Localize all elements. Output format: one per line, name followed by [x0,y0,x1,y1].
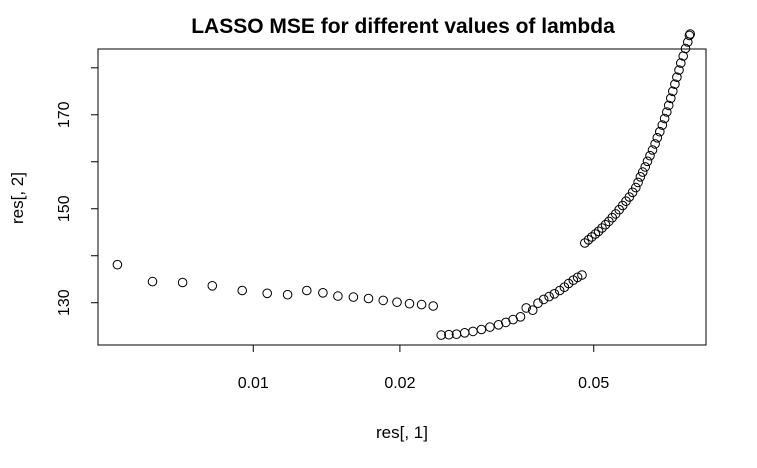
data-point [521,303,532,313]
data-point [493,320,504,330]
data-point [348,292,359,302]
data-point [262,288,273,299]
data-point [177,277,188,288]
data-point [538,294,549,305]
data-point [652,133,663,143]
data-point [685,29,696,39]
data-point [642,156,653,167]
data-point [563,278,574,289]
data-point [647,145,658,155]
data-point [680,43,691,54]
data-point [650,139,660,149]
data-point [668,86,678,97]
data-point [678,51,689,61]
y-axis-label: res[, 2] [8,172,27,224]
data-point [633,177,643,188]
data-point [282,289,293,300]
data-point [580,238,590,248]
data-point [635,172,646,182]
data-point [428,301,439,311]
data-point [590,229,601,239]
data-point [655,126,665,137]
data-point [676,58,686,68]
y-tick-label: 150 [56,195,73,222]
data-point [604,216,614,227]
data-point [318,288,328,298]
data-point [436,330,447,340]
data-point [404,298,415,309]
x-tick-label: 0.05 [578,375,609,392]
data-point [645,150,655,161]
data-point [631,182,641,193]
chart-title: LASSO MSE for different values of lambda [191,15,615,38]
data-point [572,272,583,283]
data-point [416,299,427,310]
y-axis: 130 150 170 [56,67,99,316]
data-point [659,113,670,124]
data-point [485,322,495,332]
data-point [459,328,470,338]
data-point [577,270,587,280]
data-point [333,291,343,301]
data-point [657,120,668,130]
data-point [600,219,611,230]
data-point [468,326,478,337]
data-point [302,285,312,296]
data-point [392,297,402,308]
data-points [112,29,696,340]
data-point [674,65,684,75]
data-point [147,276,158,287]
data-point [672,72,682,82]
data-point [583,235,594,245]
data-point [363,293,374,304]
y-tick-label: 170 [56,101,73,128]
data-point [544,291,554,302]
data-point [527,305,538,316]
data-point [597,223,607,233]
data-point [593,226,604,237]
data-point [663,100,674,111]
data-point [637,167,648,177]
x-axis: 0.01 0.02 0.05 [238,344,609,392]
data-point [112,259,123,270]
data-point [662,107,672,117]
x-axis-label: res[, 1] [376,423,428,442]
data-point [515,312,526,322]
data-point [640,162,651,172]
data-point [237,285,247,296]
data-point [444,329,454,340]
data-point [378,295,389,306]
data-point [554,285,565,296]
data-point [670,79,680,89]
data-point [587,232,597,242]
data-point [476,324,487,335]
plot-frame [97,48,707,346]
data-point [207,281,218,291]
data-point [549,289,560,299]
data-point [684,30,695,41]
y-tick-label: 130 [56,289,73,316]
x-tick-label: 0.01 [238,375,269,392]
x-tick-label: 0.02 [384,375,415,392]
data-point [624,192,635,202]
data-point [666,93,676,104]
data-point [627,187,638,198]
